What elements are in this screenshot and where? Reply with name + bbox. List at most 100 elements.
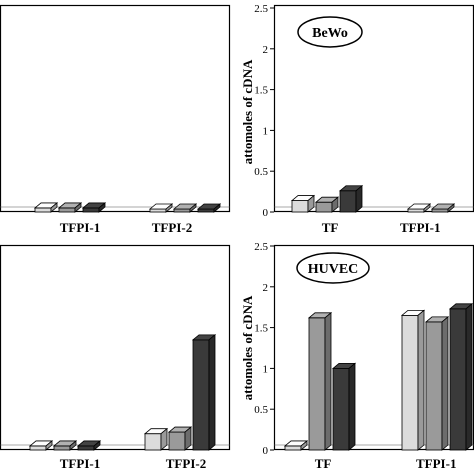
bar-front bbox=[315, 201, 333, 213]
bar-side bbox=[98, 202, 106, 213]
y-tick-label: 0 bbox=[263, 445, 269, 457]
bar bbox=[191, 333, 217, 451]
category-label: TF bbox=[322, 220, 339, 235]
bar bbox=[76, 440, 102, 451]
bar-side bbox=[160, 427, 168, 451]
bar bbox=[424, 316, 450, 451]
bar-side bbox=[189, 203, 197, 213]
bar-front bbox=[168, 431, 186, 451]
panel-top-left: TFPI-1 TFPI-2 bbox=[0, 4, 231, 235]
bar bbox=[143, 427, 169, 451]
bar-front bbox=[82, 207, 100, 213]
bar bbox=[331, 362, 357, 451]
y-tick-label: 2.5 bbox=[254, 241, 268, 253]
y-tick-label: 1 bbox=[263, 125, 269, 137]
bar bbox=[167, 426, 193, 451]
panel-frame bbox=[0, 244, 231, 451]
panel-top-right: 0 0.5 1 1.5 2 2.5 TF TFPI-1 attomoles of cDNA… bbox=[240, 3, 474, 235]
bar-front bbox=[149, 208, 167, 213]
bar-front bbox=[332, 367, 350, 451]
bar-front bbox=[29, 445, 47, 451]
y-tick-label: 0.5 bbox=[254, 404, 268, 416]
y-tick-label: 2 bbox=[263, 44, 269, 56]
cell-label: BeWo bbox=[312, 26, 348, 41]
bar-side bbox=[307, 194, 315, 213]
cell-label: HUVEC bbox=[308, 262, 359, 277]
bar bbox=[314, 196, 340, 213]
bar bbox=[52, 440, 78, 451]
bar-side bbox=[45, 440, 53, 451]
y-tick-label: 2 bbox=[263, 282, 269, 294]
y-tick-label: 2.5 bbox=[254, 3, 268, 15]
bar-front bbox=[449, 308, 467, 451]
bar bbox=[57, 202, 83, 213]
bar-front bbox=[407, 208, 425, 213]
bar bbox=[33, 202, 59, 213]
bar-side bbox=[165, 203, 173, 213]
panel-frame bbox=[0, 4, 231, 213]
bar-front bbox=[431, 208, 449, 213]
bar-front bbox=[58, 207, 76, 213]
y-tick-label: 1.5 bbox=[254, 323, 268, 335]
bar-front bbox=[197, 208, 215, 213]
bar-side bbox=[300, 440, 308, 451]
bar-front bbox=[77, 445, 95, 451]
bar bbox=[81, 202, 107, 213]
bar-side bbox=[324, 311, 332, 451]
y-tick-label: 0 bbox=[263, 207, 269, 219]
bar-side bbox=[331, 196, 339, 213]
bar-front bbox=[339, 190, 357, 213]
y-axis-label: attomoles of cDNA bbox=[240, 295, 255, 400]
bar-side bbox=[355, 184, 363, 213]
bar-side bbox=[74, 202, 82, 213]
bar-front bbox=[401, 314, 419, 451]
bar bbox=[307, 311, 333, 451]
bar-side bbox=[184, 426, 192, 451]
bar-side bbox=[465, 302, 473, 451]
bar bbox=[430, 203, 456, 213]
category-label: TFPI-1 bbox=[60, 456, 100, 471]
bar-side bbox=[423, 203, 431, 213]
cell-label-badge: BeWo bbox=[297, 16, 363, 48]
bar-front bbox=[284, 445, 302, 451]
bar bbox=[448, 302, 474, 451]
category-label: TF bbox=[315, 456, 332, 471]
category-label: TFPI-1 bbox=[60, 220, 100, 235]
category-label: TFPI-1 bbox=[416, 456, 456, 471]
bar bbox=[290, 194, 316, 213]
bar bbox=[28, 440, 54, 451]
category-label: TFPI-2 bbox=[152, 220, 192, 235]
bar-side bbox=[69, 440, 77, 451]
bar-side bbox=[447, 203, 455, 213]
y-tick-label: 1.5 bbox=[254, 85, 268, 97]
bar-side bbox=[208, 333, 216, 451]
bar-side bbox=[213, 203, 221, 213]
bar bbox=[283, 440, 309, 451]
bar-side bbox=[93, 440, 101, 451]
bar-front bbox=[53, 445, 71, 451]
bar-front bbox=[34, 207, 52, 213]
bar bbox=[148, 203, 174, 213]
bar-front bbox=[192, 339, 210, 451]
bar-side bbox=[441, 316, 449, 451]
bar-front bbox=[173, 208, 191, 213]
panel-bottom-right: 0 0.5 1 1.5 2 2.5 TF TFPI-1 attomoles of cDNA… bbox=[240, 241, 474, 471]
bar bbox=[406, 203, 432, 213]
bar-front bbox=[144, 433, 162, 451]
bar bbox=[338, 184, 364, 213]
bar-side bbox=[50, 202, 58, 213]
category-label: TFPI-1 bbox=[400, 220, 440, 235]
y-axis-label: attomoles of cDNA bbox=[240, 59, 255, 164]
bar bbox=[172, 203, 198, 213]
y-tick-label: 1 bbox=[263, 363, 269, 375]
bar bbox=[196, 203, 222, 213]
panel-bottom-left: TFPI-1 TFPI-2 bbox=[0, 244, 231, 471]
bar bbox=[400, 309, 426, 451]
cell-label-badge: HUVEC bbox=[296, 252, 370, 284]
bar-side bbox=[348, 362, 356, 451]
bar-front bbox=[425, 321, 443, 451]
y-tick-label: 0.5 bbox=[254, 166, 268, 178]
bar-front bbox=[291, 200, 309, 213]
bar-front bbox=[308, 317, 326, 451]
